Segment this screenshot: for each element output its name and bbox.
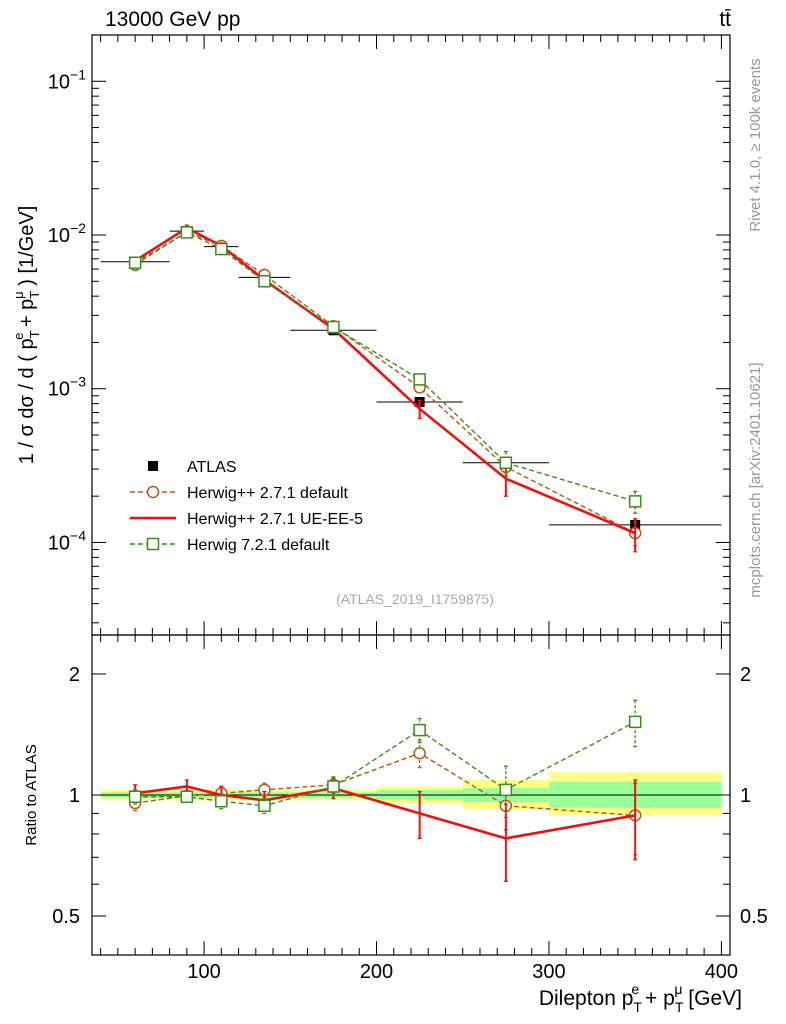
- svg-text:Dilepton pTe + pTμ [GeV]: Dilepton pTe + pTμ [GeV]: [539, 981, 742, 1015]
- y-tick-label: 10−2: [48, 220, 86, 247]
- legend-label: Herwig++ 2.7.1 UE-EE-5: [187, 511, 363, 528]
- ratio-y-tick-label: 1: [69, 785, 80, 807]
- ratio-y-tick-label-right: 2: [740, 664, 751, 686]
- marker-square: [413, 373, 426, 386]
- marker-square: [258, 799, 271, 813]
- y-tick-label: 10−1: [48, 66, 86, 93]
- ratio-y-tick-label: 2: [69, 664, 80, 686]
- legend-entry: ATLAS: [148, 459, 237, 476]
- energy-label: 13000 GeV pp: [105, 8, 240, 31]
- marker-square: [628, 495, 642, 508]
- marker-circle: [146, 485, 160, 499]
- x-tick-label: 200: [360, 961, 393, 983]
- marker-square: [258, 275, 271, 288]
- legend-label: ATLAS: [187, 459, 237, 476]
- marker-square: [413, 723, 426, 737]
- ratio-y-tick-label-right: 0.5: [740, 906, 768, 928]
- legend-label: Herwig++ 2.7.1 default: [187, 485, 349, 502]
- marker-square: [628, 715, 642, 729]
- series-line: [134, 785, 636, 840]
- legend: ATLAS Herwig++ 2.7.1 default Herwig++ 2.7.…: [130, 459, 363, 554]
- process-label: tt̄: [719, 8, 731, 31]
- series-herwig-7-2-1-default: [128, 699, 642, 818]
- main-panel: 10−1 10−2 10−3 10−4 (ATLAS_2019_I1759875) A…: [48, 34, 731, 636]
- legend-entry: Herwig++ 2.7.1 UE-EE-5: [130, 511, 363, 528]
- marker-square: [146, 537, 160, 551]
- svg-text:1 / σ dσ / d ( pTe + pTμ ) [1: 1 / σ dσ / d ( pTe + pTμ ) [1/GeV]: [11, 206, 42, 465]
- legend-entry: Herwig++ 2.7.1 default: [130, 485, 349, 502]
- x-tick-label: 100: [187, 961, 220, 983]
- marker-square: [327, 780, 340, 793]
- marker-square: [215, 242, 228, 256]
- main-y-axis-label: 1 / σ dσ / d ( pTe + pTμ ) [1/GeV]: [11, 206, 42, 465]
- marker-square: [327, 320, 340, 334]
- series-herwig-7-2-1-default: [128, 226, 642, 514]
- y-tick-label: 10−4: [48, 527, 86, 554]
- ratio-panel: 2 2 1 1 0.5 0.5 100 200 300 400: [52, 634, 768, 983]
- marker-circle: [413, 747, 426, 760]
- marker-square: [128, 256, 142, 269]
- series-herwig-2-7-1-ue-ee-5: [133, 224, 638, 553]
- data-point: [148, 461, 158, 471]
- x-tick-label: 400: [705, 961, 738, 983]
- marker-square: [499, 783, 513, 797]
- marker-square: [180, 790, 194, 804]
- watermark: (ATLAS_2019_I1759875): [336, 591, 494, 607]
- marker-square: [128, 790, 142, 804]
- marker-square: [180, 226, 194, 239]
- legend-label: Herwig 7.2.1 default: [187, 537, 330, 554]
- x-axis-label: Dilepton pTe + pTμ [GeV]: [539, 981, 742, 1015]
- legend-entry: Herwig 7.2.1 default: [130, 537, 330, 554]
- y-tick-label: 10−3: [48, 374, 86, 401]
- marker-square: [499, 456, 513, 469]
- ratio-y-tick-label-right: 1: [740, 785, 751, 807]
- ratio-y-tick-label: 0.5: [52, 906, 80, 928]
- mcplots-label: mcplots.cern.ch [arXiv:2401.10621]: [747, 362, 764, 597]
- x-tick-label: 300: [532, 961, 565, 983]
- rivet-label: Rivet 4.1.0, ≥ 100k events: [747, 58, 764, 231]
- ratio-y-axis-label: Ratio to ATLAS: [23, 744, 40, 845]
- marker-square: [215, 794, 228, 808]
